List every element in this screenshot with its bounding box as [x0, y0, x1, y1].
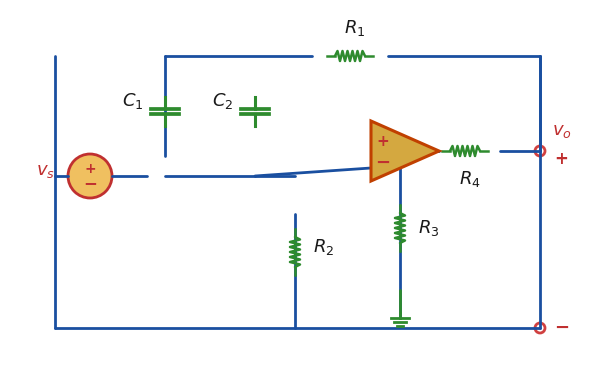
Text: $R_2$: $R_2$ — [313, 237, 334, 257]
Text: $R_1$: $R_1$ — [345, 18, 366, 38]
Text: $C_2$: $C_2$ — [211, 91, 233, 111]
Text: $C_1$: $C_1$ — [122, 91, 143, 111]
Text: $v_o$: $v_o$ — [552, 122, 572, 140]
Text: +: + — [554, 150, 568, 168]
Text: $v_s$: $v_s$ — [36, 162, 55, 180]
Circle shape — [68, 154, 112, 198]
Text: −: − — [83, 174, 97, 192]
Circle shape — [535, 146, 545, 156]
Polygon shape — [371, 121, 439, 181]
Text: +: + — [377, 134, 390, 149]
Text: +: + — [84, 162, 96, 176]
Text: −: − — [554, 319, 569, 337]
Circle shape — [535, 323, 545, 333]
Text: $R_4$: $R_4$ — [459, 169, 481, 189]
Text: $R_3$: $R_3$ — [418, 218, 440, 238]
Text: −: − — [375, 154, 391, 172]
